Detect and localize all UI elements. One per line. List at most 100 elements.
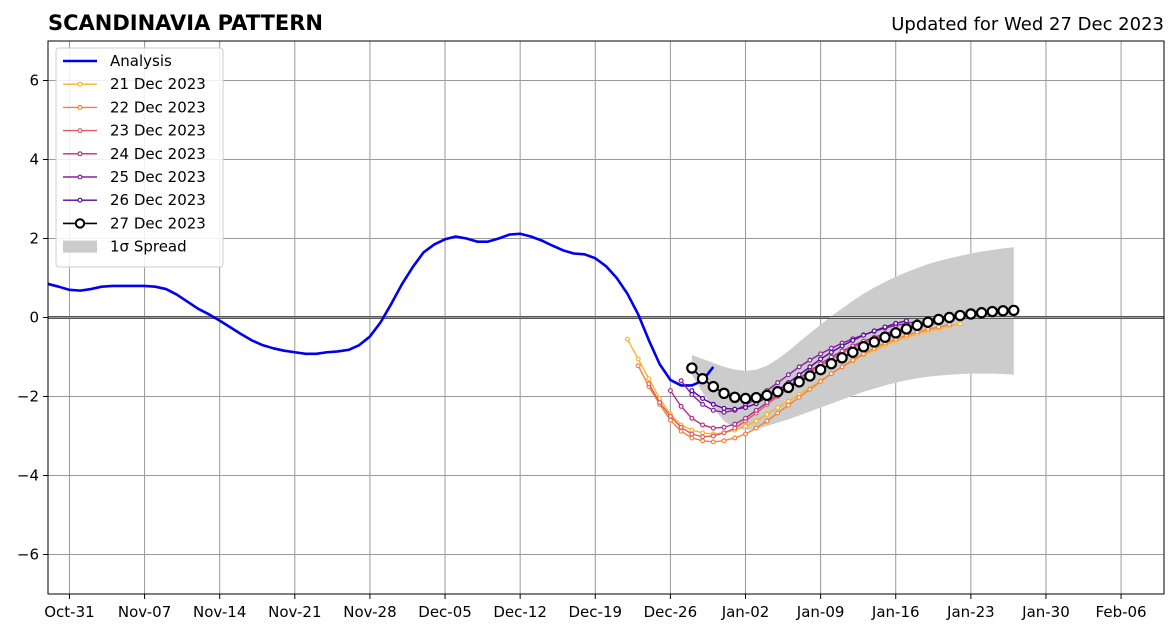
forecast-point [850, 357, 856, 363]
latest-point [868, 336, 880, 348]
forecast-point [700, 438, 706, 444]
axis-ticks: Oct-31 Nov-07 Nov-14 Nov-21 Nov-28 Dec-05 Dec-… [17, 72, 1147, 622]
forecast-point [732, 421, 738, 427]
forecast-point [957, 321, 963, 327]
y-tick-label: 4 [29, 151, 39, 169]
forecast-point [742, 423, 748, 429]
legend-label: 25 Dec 2023 [110, 168, 206, 186]
latest-point [847, 346, 859, 358]
forecast-point [946, 322, 952, 328]
forecast-point [818, 351, 824, 357]
forecast-point [624, 336, 630, 342]
forecast-point [753, 425, 759, 431]
forecast-point [721, 424, 727, 430]
forecast-point [753, 407, 759, 413]
x-tick-label: Dec-12 [493, 603, 547, 621]
forecast-point [764, 411, 770, 417]
latest-series [686, 304, 1020, 405]
forecast-point [785, 398, 791, 404]
latest-point [761, 389, 773, 402]
x-tick-label: Jan-30 [1021, 603, 1070, 621]
legend-entry: 25 Dec 2023 [63, 168, 206, 186]
latest-point [954, 309, 966, 322]
legend-marker [74, 218, 86, 229]
forecast-point [710, 439, 716, 445]
legend-entry: 22 Dec 2023 [63, 98, 206, 116]
latest-point [814, 363, 827, 376]
forecast-point [807, 386, 813, 392]
latest-point [707, 380, 720, 393]
latest-point [793, 376, 805, 388]
x-tick-label: Oct-31 [44, 603, 94, 621]
forecast-point [785, 372, 791, 378]
forecast-point [742, 431, 748, 437]
latest-point [943, 311, 956, 324]
chart-subtitle: Updated for Wed 27 Dec 2023 [891, 14, 1164, 35]
forecast-point [689, 431, 695, 437]
forecast-point [667, 388, 673, 394]
legend-marker [77, 128, 83, 134]
y-tick-label: −4 [17, 467, 39, 485]
legend-entry: 1σ Spread [63, 238, 187, 256]
forecast-point [775, 405, 781, 411]
forecast-point [818, 378, 824, 384]
forecast-point [796, 364, 802, 370]
legend-entry: 24 Dec 2023 [63, 145, 206, 163]
x-tick-label: Feb-06 [1096, 603, 1147, 621]
latest-point [718, 387, 730, 400]
forecast-point [689, 388, 695, 394]
y-tick-label: 6 [29, 72, 39, 90]
latest-point [771, 386, 784, 398]
latest-point [900, 323, 913, 335]
forecast-point [700, 422, 706, 428]
forecast-point [700, 430, 706, 436]
forecast-point [861, 332, 867, 338]
legend-label: 22 Dec 2023 [110, 98, 206, 116]
forecast-point [807, 364, 813, 370]
forecast-point [710, 425, 716, 431]
latest-point [739, 392, 752, 405]
forecast-point [689, 435, 695, 441]
forecast-point [732, 425, 738, 431]
x-tick-label: Jan-16 [871, 603, 920, 621]
legend-label: 24 Dec 2023 [110, 145, 206, 163]
forecast-point [646, 381, 652, 387]
y-tick-label: −6 [17, 546, 39, 564]
forecast-point [710, 407, 716, 413]
latest-point [1008, 304, 1020, 317]
x-tick-label: Nov-07 [118, 603, 171, 621]
legend-marker [77, 81, 83, 87]
x-tick-label: Dec-26 [644, 603, 698, 621]
x-tick-label: Jan-09 [796, 603, 845, 621]
legend: Analysis 21 Dec 2023 22 Dec 2023 23 Dec 202… [55, 47, 224, 268]
legend-label: 26 Dec 2023 [110, 191, 206, 209]
forecast-point [742, 415, 748, 421]
forecast-point [700, 395, 706, 401]
forecast-point [732, 406, 738, 412]
forecast-point [732, 435, 738, 441]
forecast-point [850, 337, 856, 343]
forecast-point [839, 364, 845, 370]
forecast-point [721, 438, 727, 444]
legend-label: 27 Dec 2023 [110, 214, 206, 232]
legend-box [55, 47, 224, 268]
legend-entry: 26 Dec 2023 [63, 191, 206, 209]
forecast-series [689, 318, 909, 412]
latest-point [686, 362, 698, 374]
latest-point [804, 370, 816, 382]
forecast-point [796, 394, 802, 400]
y-tick-label: −2 [17, 388, 39, 406]
forecast-point [646, 376, 652, 382]
latest-point [890, 327, 902, 339]
forecast-point [678, 428, 684, 434]
forecast-point [903, 318, 909, 324]
x-tick-label: Jan-02 [721, 603, 770, 621]
latest-point [782, 381, 795, 394]
forecast-point [678, 403, 684, 409]
legend-label: Analysis [110, 52, 172, 70]
latest-point [986, 305, 999, 318]
legend-marker [77, 197, 83, 203]
x-tick-label: Jan-23 [946, 603, 995, 621]
y-tick-label: 2 [29, 230, 39, 248]
